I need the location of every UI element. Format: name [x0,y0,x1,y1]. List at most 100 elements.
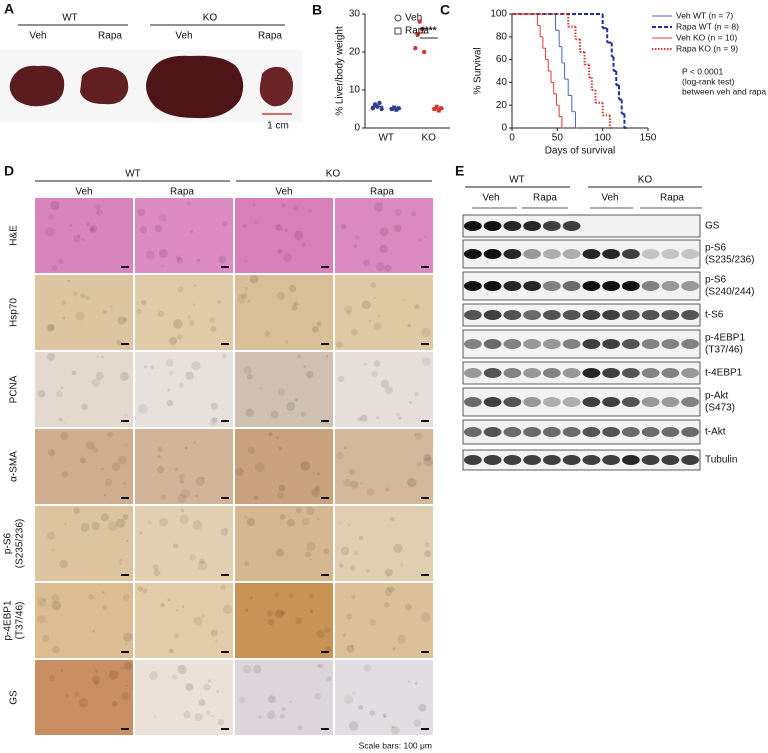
tissue-texture [95,204,102,211]
tissue-texture [47,324,55,331]
tissue-texture [165,359,174,367]
blot-band [523,397,542,407]
tissue-texture [316,472,320,476]
blot-band [463,339,482,349]
tissue-texture [101,467,104,471]
tissue-texture [414,391,419,397]
tissue-texture [48,449,56,457]
liver [9,65,65,107]
tissue-texture [373,297,376,300]
blot-band [523,249,542,259]
liver [80,67,129,105]
tissue-texture [267,695,276,704]
tissue-texture [96,355,99,358]
data-point [377,100,382,106]
tissue-texture [312,472,315,475]
tissue-texture [340,546,350,556]
blot-band [562,310,581,320]
tissue-texture [407,680,411,683]
tissue-texture [301,242,306,247]
tissue-texture [278,484,286,492]
data-point [417,19,422,24]
tissue-texture [198,699,206,706]
tissue-texture [292,205,298,211]
blot-strip [462,271,701,301]
tissue-texture [109,305,113,308]
tissue-texture [172,543,178,549]
blot-band [641,397,660,407]
tissue-texture [380,379,390,388]
tissue-texture [121,691,130,701]
tissue-texture [160,603,165,608]
tissue-texture [279,713,285,719]
tissue-texture [238,293,242,297]
tissue-texture [280,610,286,616]
tissue-texture [297,354,302,359]
tissue-texture [123,317,128,323]
blot-band [602,368,621,378]
tissue-texture [279,514,286,520]
blot-band [463,427,482,437]
tissue-texture [61,471,69,478]
histology-image [335,198,433,273]
tissue-texture [147,520,152,525]
blot-band [463,310,482,320]
tissue-texture [293,230,304,241]
tissue-texture [280,228,284,231]
tissue-texture [61,300,67,305]
subgroup-label: Rapa [660,193,684,204]
tissue-texture [209,417,218,427]
histology-image [335,506,433,581]
tissue-texture [185,683,194,691]
blot-band [483,339,502,349]
tissue-texture [207,679,211,683]
blot-band [562,368,581,378]
blot-band [542,455,561,465]
tissue-texture [390,516,395,522]
tissue-texture [337,375,345,383]
x-axis-label: Days of survival [545,146,616,157]
tissue-texture [287,518,295,527]
tissue-texture [104,478,113,487]
tissue-texture [289,700,292,704]
blot-strip [462,303,701,327]
tissue-texture [405,603,412,611]
tissue-texture [278,446,283,451]
tissue-texture [117,455,127,465]
histology-image [235,198,333,273]
tissue-texture [71,370,77,375]
tissue-texture [157,447,163,452]
tissue-texture [383,715,387,719]
y-tick-label: 60 [496,54,508,65]
subgroup-label: Veh [482,193,499,204]
tissue-texture [245,608,249,612]
tissue-texture [391,725,395,729]
tissue-texture [252,203,256,206]
tissue-texture [46,323,55,333]
tissue-texture [193,616,203,626]
annotation: (log-rank test) [682,76,735,86]
tissue-texture [361,300,371,310]
tissue-texture [277,249,282,254]
blot-band [542,221,561,231]
blot-band [661,455,680,465]
tissue-texture [311,488,320,497]
tissue-texture [285,228,289,232]
data-point [392,105,397,110]
subgroup-label: Veh [175,31,192,42]
data-point [419,27,425,32]
tissue-texture [121,667,124,670]
tissue-texture [343,478,352,487]
blot-band [542,368,561,378]
tissue-texture [42,634,50,643]
subgroup-label: Veh [601,193,618,204]
tissue-texture [413,719,422,728]
blot-band [503,249,522,259]
group-label: WT [62,13,78,24]
tissue-texture [241,293,248,300]
tissue-texture [277,388,286,396]
tissue-texture [51,548,55,552]
tissue-texture [350,644,354,648]
tissue-texture [64,421,67,424]
tissue-texture [161,265,165,268]
